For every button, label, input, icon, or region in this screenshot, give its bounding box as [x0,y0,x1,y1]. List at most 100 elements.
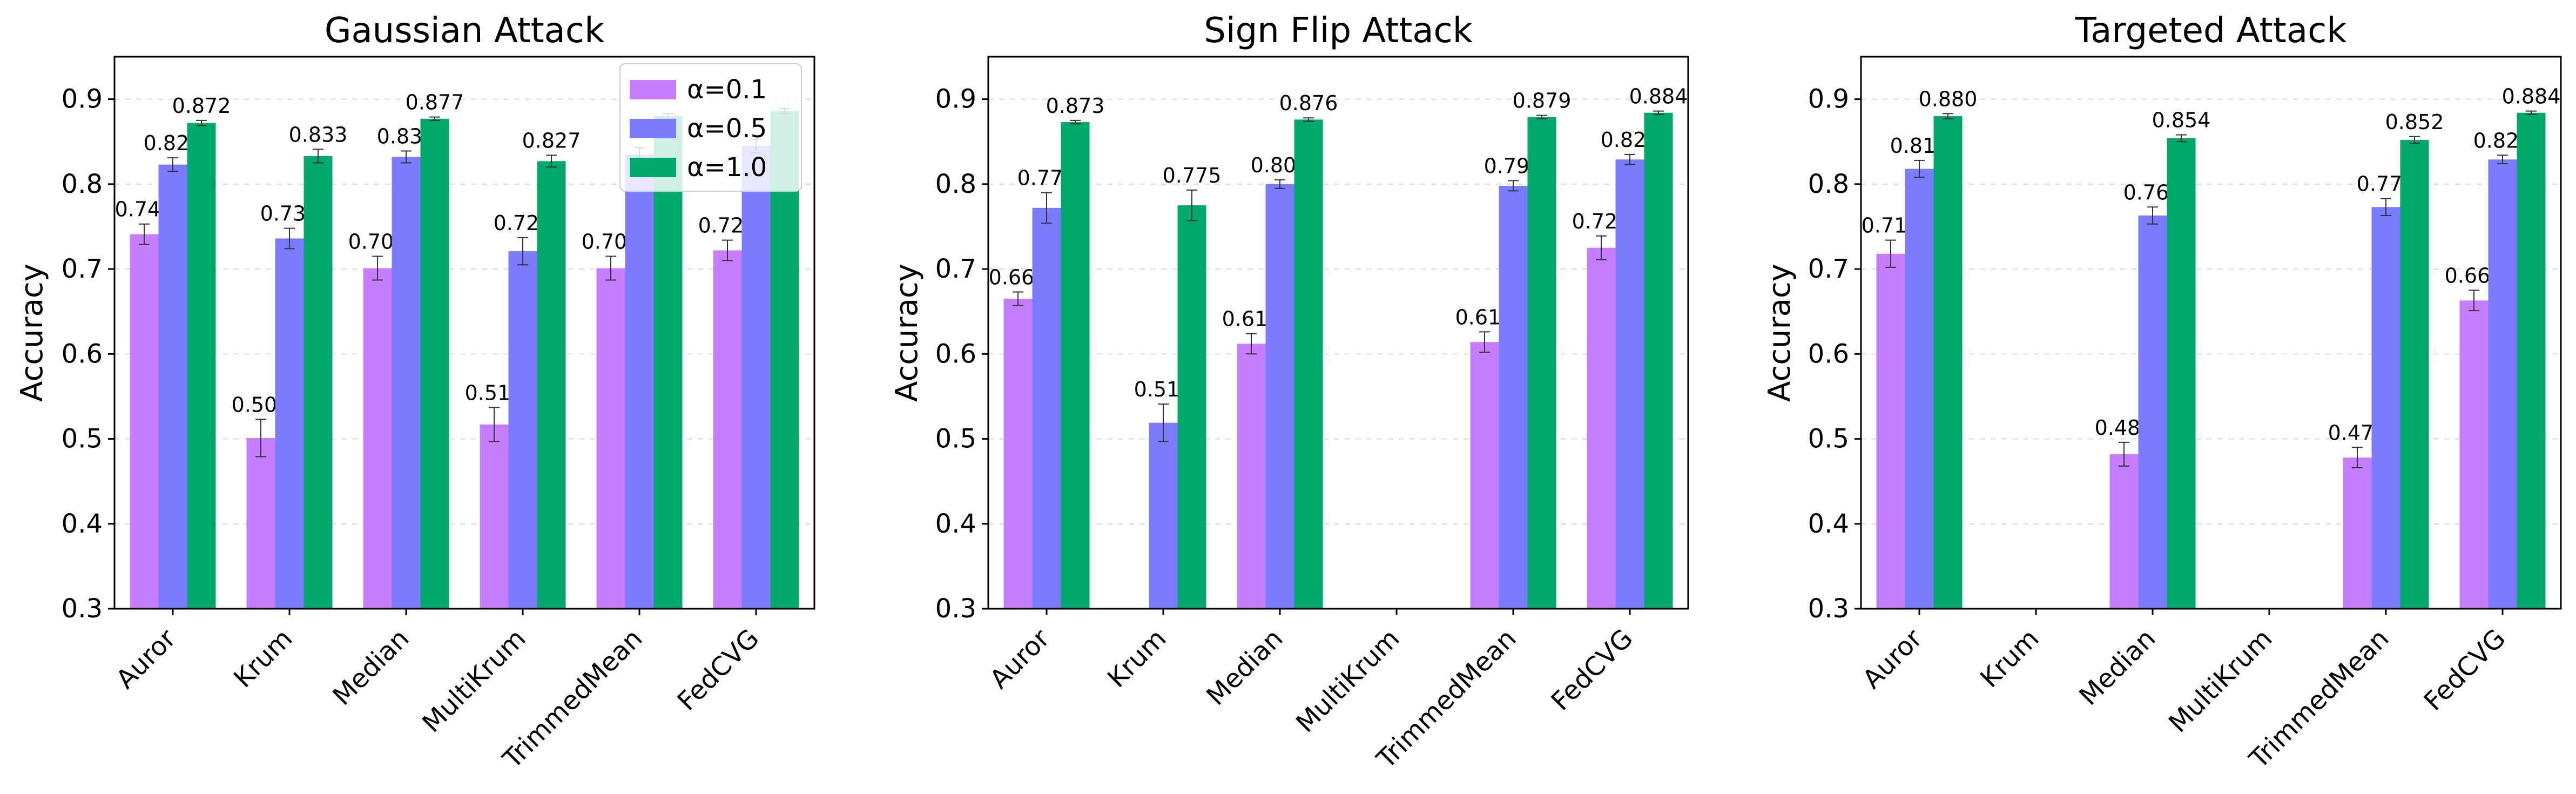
bar [1876,253,1905,609]
y-tick-label: 0.9 [62,84,103,115]
data-label: 0.879 [1513,89,1572,112]
bar [1237,344,1266,609]
bar [596,268,625,609]
bar [1149,422,1178,609]
y-axis-label: Accuracy [1762,264,1797,402]
data-label: 0.827 [522,129,581,152]
data-label: 0.833 [289,123,348,146]
x-tick-label: MultiKrum [2163,623,2278,738]
bar [1644,112,1673,609]
data-label: 0.873 [1046,94,1105,118]
y-tick-label: 0.8 [62,169,103,199]
y-tick-label: 0.3 [1808,594,1849,624]
bar [130,234,159,609]
y-tick-label: 0.4 [1808,509,1849,539]
y-tick-label: 0.5 [1808,424,1849,454]
bar [653,116,683,609]
bar [508,251,537,609]
x-tick-label: Krum [1102,623,1172,694]
y-tick-label: 0.8 [1808,169,1849,199]
x-tick-label: Median [1201,623,1289,711]
y-tick-label: 0.4 [62,509,103,539]
chart-title: Targeted Attack [2075,11,2347,51]
bar [1265,184,1294,609]
data-label: 0.775 [1163,164,1222,187]
y-tick-label: 0.9 [1808,84,1849,115]
bar [275,238,304,609]
legend: α=0.1 α=0.5 α=1.0 [619,63,802,192]
x-tick-label: FedCVG [672,623,765,717]
chart-title: Sign Flip Attack [1204,11,1473,51]
chart-title: Gaussian Attack [325,11,604,51]
bar [1933,116,1963,609]
x-tick-label: MultiKrum [1290,623,1405,738]
bar [1905,169,1934,609]
bar [1294,119,1323,609]
legend-entry: α=0.5 [687,113,767,144]
bar [1032,207,1061,609]
bar [625,154,654,609]
x-tick-label: Krum [1974,623,2045,694]
data-label: 0.854 [2152,109,2211,132]
y-tick-label: 0.7 [1808,254,1849,284]
bar [420,118,449,609]
bar [1587,247,1616,609]
x-tick-label: FedCVG [2418,623,2512,717]
bar [1003,299,1033,609]
bar [1470,342,1499,609]
data-label: 0.884 [1629,85,1688,109]
y-tick-label: 0.5 [62,424,103,454]
y-tick-label: 0.3 [62,594,103,624]
bar [246,438,275,609]
legend-entry: α=1.0 [687,152,767,183]
x-tick-label: Auror [1857,623,1928,695]
bar [158,164,187,609]
bar [770,111,799,609]
bar [713,250,742,609]
plot-frame [1860,56,2562,610]
y-tick-label: 0.6 [935,339,976,369]
y-tick-label: 0.6 [62,339,103,369]
x-tick-label: Median [327,623,415,711]
bar [304,156,333,609]
bar [1615,159,1644,609]
bar [2167,138,2196,609]
bar [537,161,566,609]
data-label: 0.872 [172,94,231,118]
bar [187,123,216,609]
bar [2459,300,2489,609]
x-tick-label: Median [2073,623,2161,711]
bar [741,146,771,609]
x-tick-label: MultiKrum [416,623,531,738]
y-axis-label: Accuracy [15,264,50,402]
y-tick-label: 0.8 [935,169,976,199]
bar [2371,207,2400,609]
bar [2343,457,2372,609]
y-tick-label: 0.7 [62,254,103,284]
data-label: 0.884 [2502,85,2561,109]
bar [2400,140,2429,609]
x-tick-label: Auror [110,623,181,695]
y-axis-label: Accuracy [889,264,925,402]
y-tick-label: 0.6 [1808,339,1849,369]
y-tick-label: 0.9 [935,84,976,115]
bar [392,157,421,609]
data-label: 0.880 [1919,87,1978,111]
legend-swatch [630,158,676,177]
x-tick-label: FedCVG [1546,623,1639,717]
bar [1177,205,1206,609]
x-tick-label: Krum [228,623,298,694]
legend-swatch [630,80,676,99]
y-tick-label: 0.7 [935,254,976,284]
bar [2138,216,2167,609]
bar [363,268,392,609]
y-tick-label: 0.4 [935,509,976,539]
bar [1061,122,1090,609]
legend-swatch [630,119,676,138]
legend-entry: α=0.1 [687,75,767,105]
plot-frame [113,56,815,610]
x-tick-label: Auror [984,623,1055,695]
